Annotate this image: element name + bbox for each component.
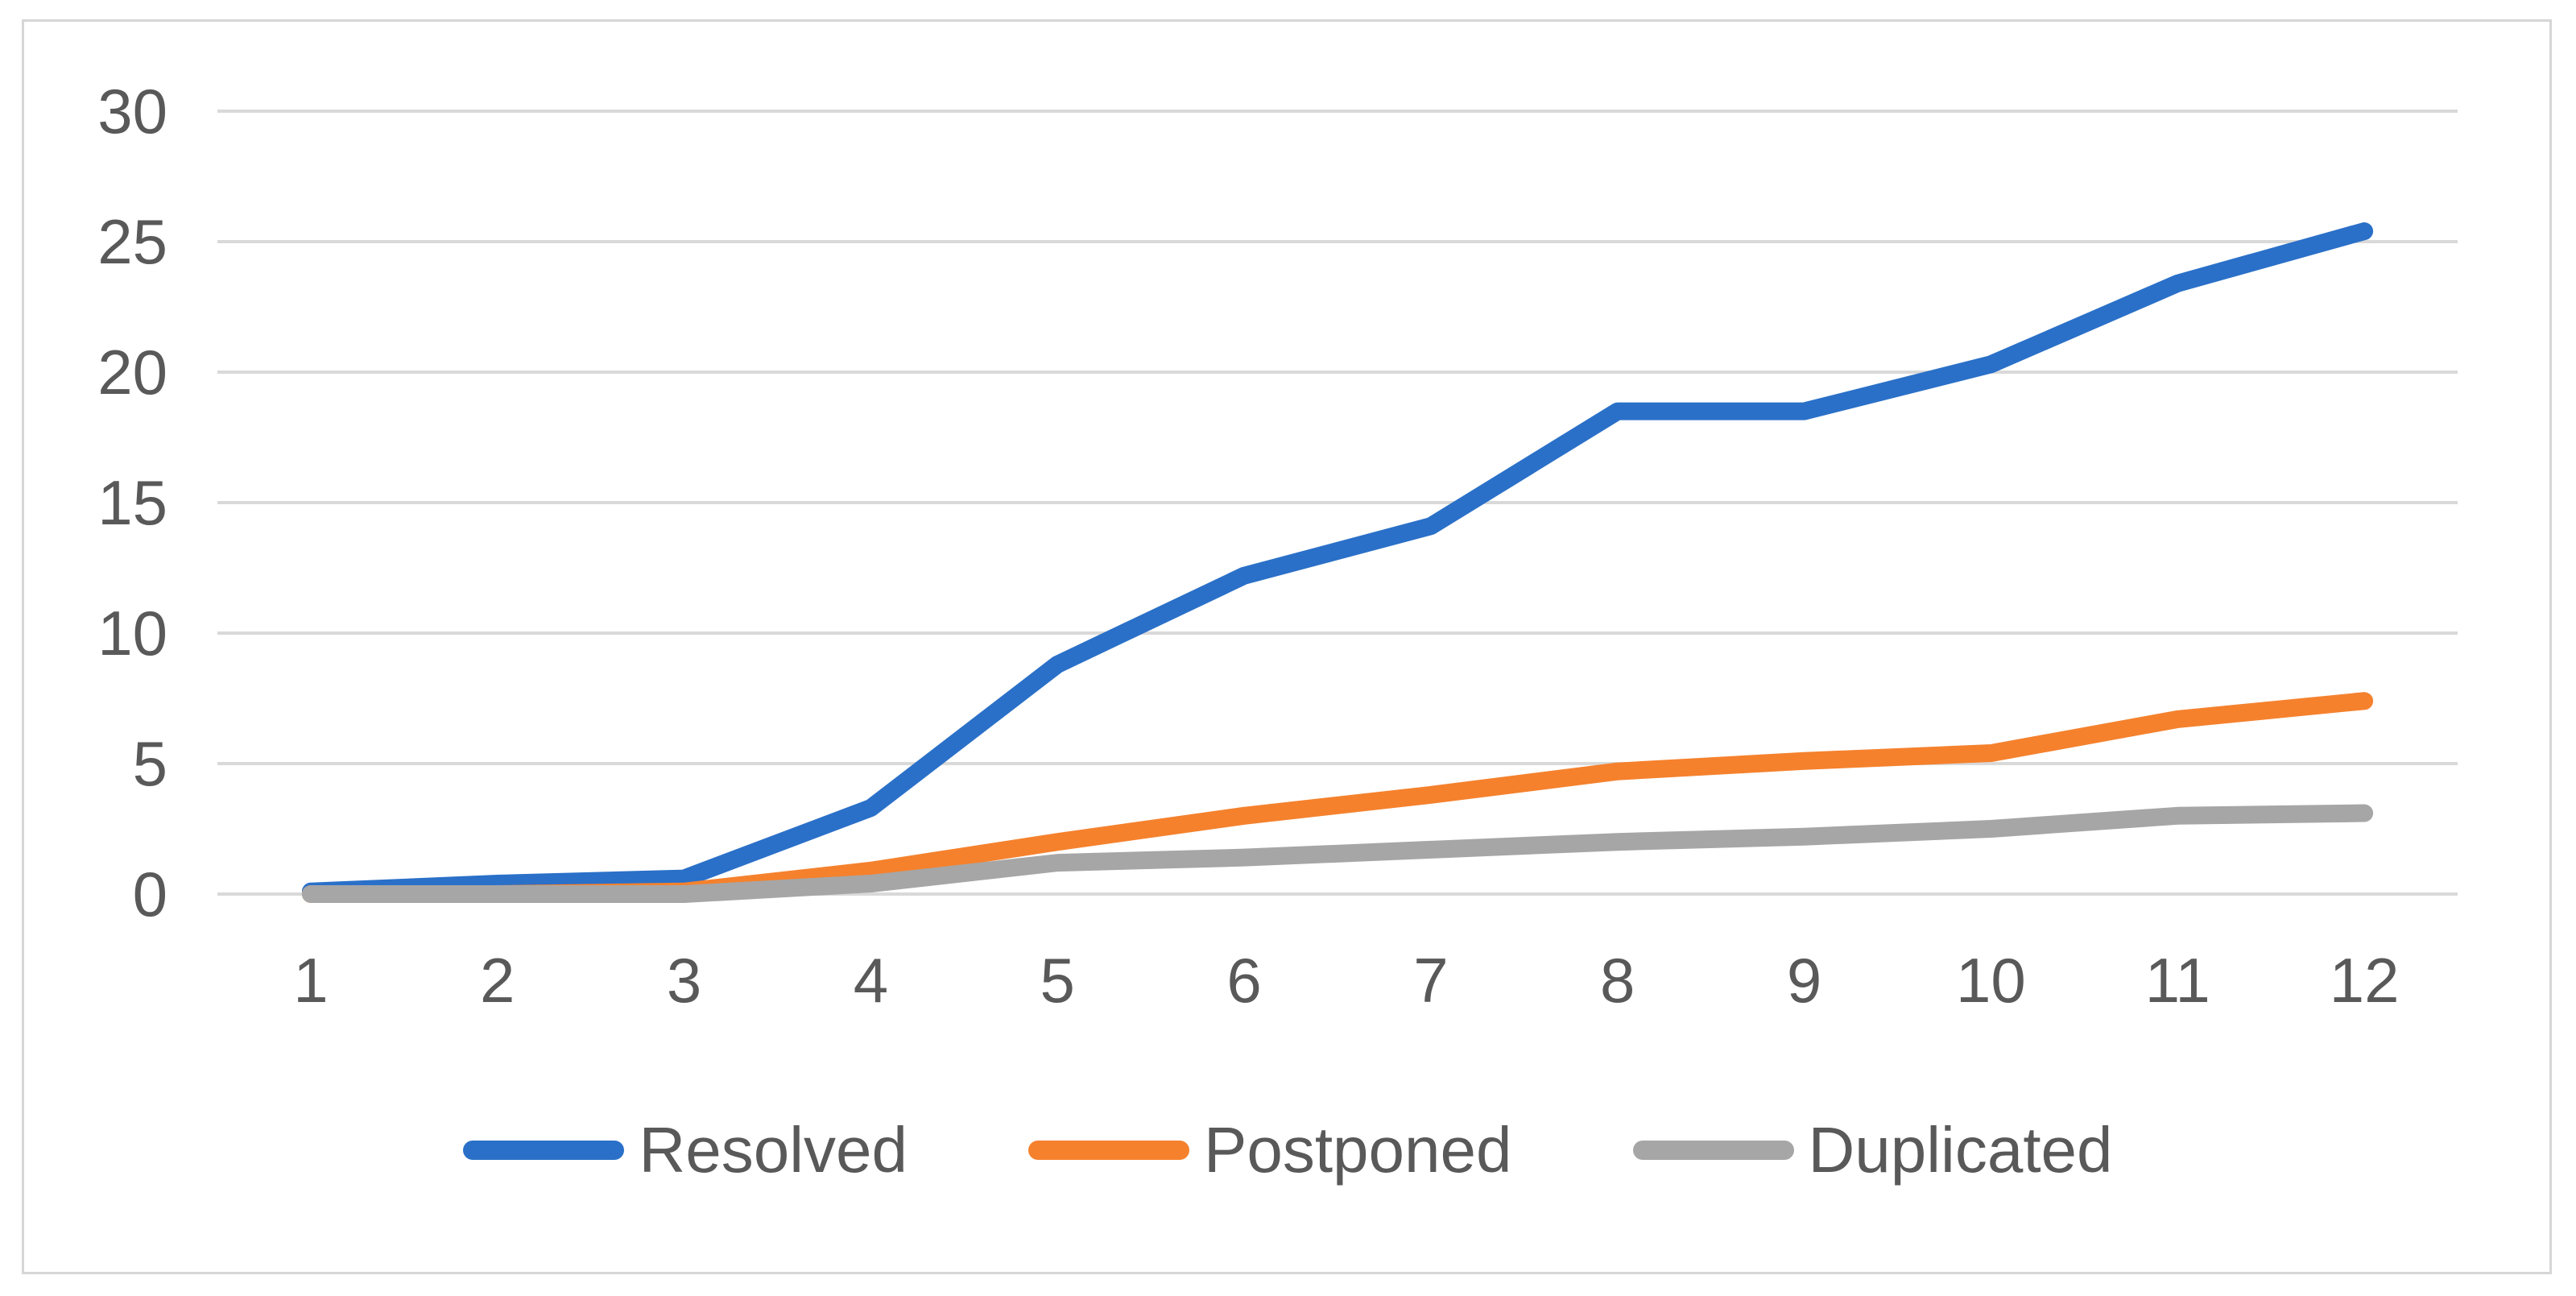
y-axis-label-10: 10 bbox=[97, 598, 167, 669]
x-axis-label-10: 10 bbox=[1956, 945, 2026, 1016]
x-axis-label-6: 6 bbox=[1226, 945, 1262, 1016]
legend-item-resolved: Resolved bbox=[463, 1112, 908, 1189]
series-line-postponed bbox=[301, 692, 2374, 903]
series-line-resolved bbox=[301, 222, 2374, 901]
y-axis-label-25: 25 bbox=[97, 206, 167, 277]
y-axis-label-0: 0 bbox=[132, 859, 167, 930]
chart-frame-border bbox=[22, 19, 2552, 1274]
x-axis-label-4: 4 bbox=[853, 945, 889, 1016]
y-axis-label-15: 15 bbox=[97, 467, 167, 538]
y-axis-label-5: 5 bbox=[132, 728, 167, 799]
legend-swatch-postponed bbox=[1028, 1141, 1189, 1160]
series-line-duplicated bbox=[301, 804, 2374, 903]
x-axis-label-12: 12 bbox=[2329, 945, 2400, 1016]
x-axis-label-3: 3 bbox=[666, 945, 702, 1016]
x-axis-label-7: 7 bbox=[1413, 945, 1449, 1016]
legend-label: Duplicated bbox=[1808, 1114, 2113, 1186]
legend-swatch-resolved bbox=[463, 1141, 625, 1160]
x-axis-label-5: 5 bbox=[1040, 945, 1075, 1016]
chart-legend: Resolved Postponed Duplicated bbox=[0, 1112, 2576, 1189]
x-axis-label-11: 11 bbox=[2144, 945, 2210, 1016]
legend-label: Resolved bbox=[639, 1114, 908, 1186]
legend-label: Postponed bbox=[1203, 1114, 1512, 1186]
y-axis-label-20: 20 bbox=[97, 337, 167, 408]
y-axis-label-30: 30 bbox=[97, 76, 167, 147]
x-axis-label-8: 8 bbox=[1600, 945, 1635, 1016]
legend-swatch-duplicated bbox=[1632, 1141, 1794, 1160]
legend-item-postponed: Postponed bbox=[1028, 1112, 1512, 1189]
x-axis-label-1: 1 bbox=[293, 945, 329, 1016]
legend-item-duplicated: Duplicated bbox=[1632, 1112, 2113, 1189]
x-axis-label-9: 9 bbox=[1786, 945, 1822, 1016]
x-axis-label-2: 2 bbox=[480, 945, 515, 1016]
